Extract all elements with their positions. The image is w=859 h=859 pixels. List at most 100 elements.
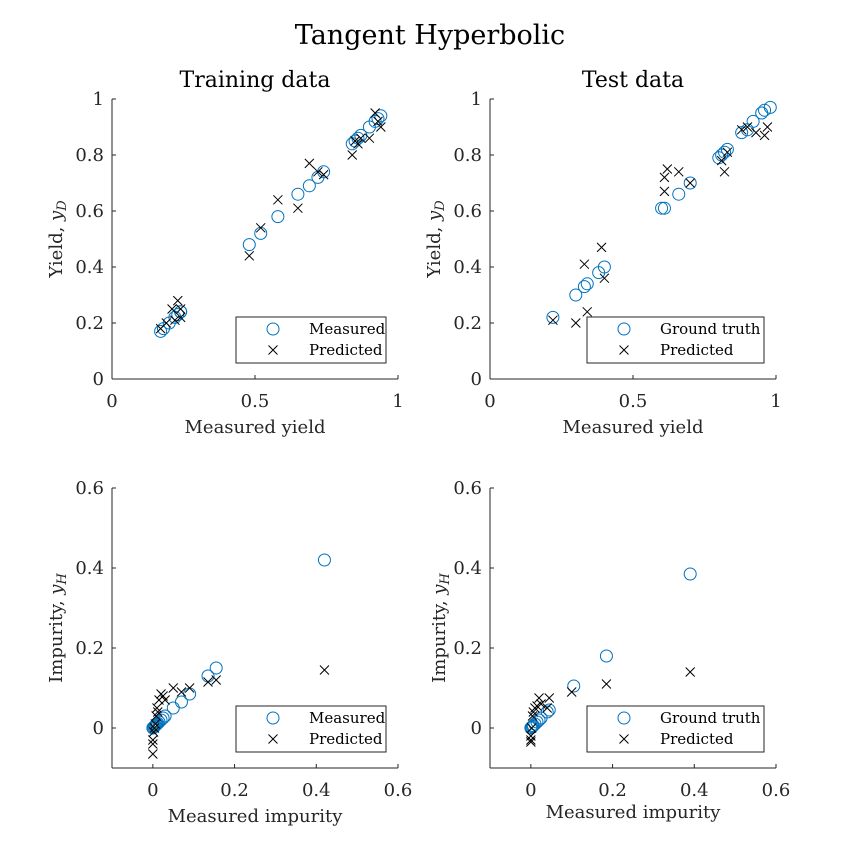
data-point-cross bbox=[685, 178, 696, 188]
data-point-circle bbox=[683, 176, 697, 190]
data-point-circle bbox=[317, 553, 331, 567]
data-point-cross bbox=[566, 687, 577, 697]
data-point-cross bbox=[304, 158, 315, 169]
legend-cross-icon bbox=[268, 734, 278, 744]
legend-circle-icon bbox=[266, 322, 280, 336]
y-axis-symbol-subscript: D bbox=[55, 200, 70, 212]
y-tick-label: 0.4 bbox=[453, 558, 482, 579]
data-point-cross bbox=[167, 304, 177, 314]
data-point-cross bbox=[596, 242, 607, 253]
legend-cross-icon bbox=[268, 345, 278, 355]
chart-panel-4: 0 0.2 0.4 0.6 0 0.2 0.4 0.6 Measured impurity Imp… bbox=[429, 478, 790, 823]
data-point-cross bbox=[148, 749, 158, 759]
data-point-cross bbox=[161, 318, 172, 328]
data-point-cross bbox=[685, 667, 696, 677]
x-axis-label: Measured yield bbox=[184, 417, 325, 438]
data-point-cross bbox=[152, 703, 162, 713]
y-tick-label: 0.2 bbox=[75, 638, 104, 659]
chart-panel-3: 0 0.2 0.4 0.6 0 0.2 0.4 0.6 Measured impurity Imp… bbox=[46, 478, 412, 827]
data-point-circle bbox=[597, 260, 611, 274]
data-point-cross bbox=[526, 723, 537, 733]
data-point-circle bbox=[735, 126, 749, 140]
data-point-cross bbox=[526, 735, 536, 745]
data-point-circle bbox=[158, 709, 172, 723]
y-tick-label: 0.6 bbox=[75, 478, 104, 499]
data-point-cross bbox=[313, 166, 323, 177]
legend-box bbox=[235, 705, 387, 753]
data-point-circle bbox=[580, 277, 594, 291]
data-point-circle bbox=[540, 705, 554, 719]
data-point-cross bbox=[184, 683, 195, 693]
data-point-cross bbox=[375, 122, 386, 132]
data-point-cross bbox=[170, 315, 180, 326]
data-point-circle bbox=[542, 703, 556, 717]
y-tick-label: 0 bbox=[93, 369, 104, 390]
data-point-cross bbox=[203, 677, 213, 687]
x-tick-label: 0.4 bbox=[680, 780, 709, 801]
x-tick-label: 0.4 bbox=[302, 780, 331, 801]
y-tick-label: 0.4 bbox=[453, 257, 482, 278]
legend: Measured Predicted bbox=[235, 705, 387, 753]
data-point-cross bbox=[172, 295, 183, 306]
data-point-cross bbox=[347, 150, 358, 160]
series-1 bbox=[524, 567, 697, 735]
data-point-cross bbox=[736, 124, 747, 135]
y-axis-label: Impurity, yH bbox=[46, 573, 70, 683]
x-tick-label: 0 bbox=[484, 391, 495, 412]
legend-box bbox=[586, 705, 765, 753]
data-point-circle bbox=[149, 718, 163, 732]
x-tick-label: 0.2 bbox=[220, 780, 249, 801]
y-tick-label: 1 bbox=[471, 89, 482, 110]
y-tick-label: 0.4 bbox=[75, 257, 104, 278]
data-point-cross bbox=[582, 306, 593, 317]
data-point-cross bbox=[364, 133, 375, 144]
chart-panel-1: Training data 0 0.5 1 0 0.2 0.4 0.6 0.8 1 Measured… bbox=[46, 68, 404, 438]
x-tick-label: 1 bbox=[770, 391, 781, 412]
legend-circle-icon bbox=[617, 322, 631, 336]
y-axis-label-text: Yield, bbox=[424, 221, 445, 279]
data-point-cross bbox=[542, 703, 553, 713]
x-tick-label: 0.5 bbox=[241, 391, 270, 412]
data-point-circle bbox=[599, 649, 613, 663]
data-point-circle bbox=[746, 114, 760, 128]
legend-entry-label: Predicted bbox=[660, 730, 734, 748]
x-tick-label: 0.5 bbox=[619, 391, 648, 412]
data-point-cross bbox=[150, 719, 161, 729]
legend-box bbox=[586, 316, 765, 364]
y-axis-label: Impurity, yH bbox=[429, 573, 453, 683]
x-tick-label: 0.2 bbox=[598, 780, 627, 801]
data-point-circle bbox=[532, 713, 546, 727]
data-point-circle bbox=[720, 142, 734, 156]
legend-box bbox=[235, 316, 387, 364]
figure-title: Tangent Hyperbolic bbox=[295, 20, 565, 51]
legend-entry-label: Measured bbox=[309, 709, 386, 727]
data-point-cross bbox=[319, 665, 330, 675]
x-tick-label: 0.6 bbox=[384, 780, 413, 801]
data-point-cross bbox=[148, 735, 158, 745]
x-tick-label: 1 bbox=[392, 391, 403, 412]
data-point-cross bbox=[527, 711, 538, 721]
x-axis-label: Measured yield bbox=[562, 417, 703, 438]
data-point-cross bbox=[742, 122, 753, 132]
data-point-cross bbox=[149, 723, 160, 733]
series-1 bbox=[546, 100, 777, 324]
legend: Ground truth Predicted bbox=[586, 705, 765, 753]
data-point-circle bbox=[655, 201, 669, 215]
data-point-cross bbox=[759, 130, 770, 141]
y-tick-label: 0.6 bbox=[453, 201, 482, 222]
x-tick-label: 0 bbox=[525, 780, 536, 801]
data-point-cross bbox=[662, 164, 673, 174]
x-axis-label: Measured impurity bbox=[168, 806, 344, 827]
data-point-cross bbox=[168, 683, 179, 693]
data-point-cross bbox=[673, 166, 684, 177]
y-tick-label: 0 bbox=[471, 369, 482, 390]
data-point-cross bbox=[570, 318, 581, 328]
data-point-circle bbox=[758, 103, 772, 117]
data-point-cross bbox=[659, 186, 670, 197]
data-point-cross bbox=[175, 312, 186, 323]
data-point-circle bbox=[174, 695, 188, 709]
y-axis-symbol: y bbox=[429, 584, 450, 596]
legend-entry-label: Predicted bbox=[660, 341, 734, 359]
data-point-cross bbox=[716, 155, 727, 166]
